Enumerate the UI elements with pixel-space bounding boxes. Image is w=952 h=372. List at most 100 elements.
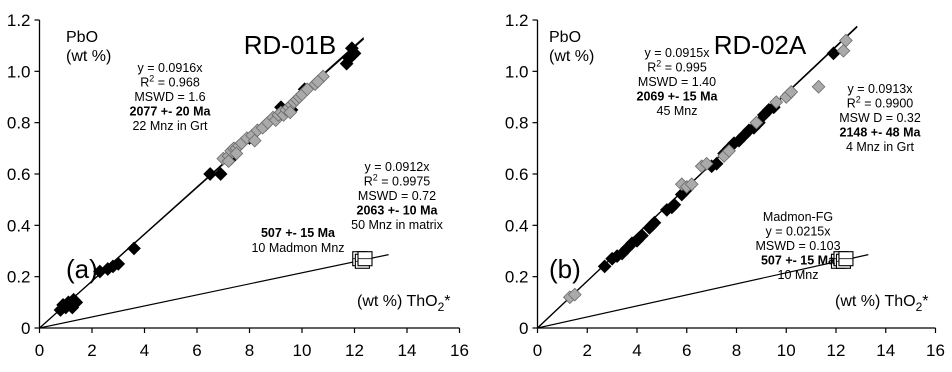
annotation-line: R2 = 0.9900 (847, 95, 914, 111)
y-tick-label: 1.2 (7, 11, 31, 30)
series-open-square (830, 251, 854, 269)
annotation-line: 507 +- 15 Ma (261, 226, 336, 240)
annotation-line: y = 0.0916x (138, 61, 204, 75)
annotation-line: 2063 +- 10 Ma (357, 204, 439, 218)
annotation-line: 2077 +- 20 Ma (130, 105, 212, 119)
data-point-gray-diamond (811, 79, 826, 94)
data-point-black-diamond (127, 241, 141, 256)
data-point-black-diamond (203, 167, 217, 181)
annotation-line: 22 Mnz in Grt (132, 119, 208, 133)
data-point-gray-diamond (784, 85, 799, 99)
annotation-line: MSWD = 0.72 (358, 189, 436, 203)
annotation-line: y = 0.0215x (766, 225, 832, 239)
x-tick-label: 12 (345, 341, 364, 360)
y-tick-label: 0.6 (7, 165, 31, 184)
x-tick-label: 16 (926, 341, 945, 360)
annotation-line: MSW D = 0.32 (839, 111, 921, 125)
y-tick-label: 0.8 (7, 114, 31, 133)
data-point-black-diamond (213, 167, 228, 181)
panel-label: (b) (549, 254, 581, 284)
annotation-line: y = 0.0915x (645, 46, 711, 60)
y-tick-label: 0.4 (505, 216, 529, 235)
y-axis-label: PbO (66, 29, 98, 46)
annotation-line: 2069 +- 15 Ma (637, 90, 719, 104)
annotation-line: 10 Mnz (778, 268, 819, 282)
data-point-black-diamond (111, 256, 126, 271)
x-tick-label: 8 (732, 341, 741, 360)
y-axis-unit: (wt %) (66, 48, 111, 65)
data-point-gray-diamond (839, 33, 853, 48)
y-tick-label: 0.2 (505, 268, 529, 287)
x-tick-label: 6 (682, 341, 691, 360)
x-tick-label: 4 (632, 341, 641, 360)
y-tick-label: 0.4 (7, 216, 31, 235)
annotation-line: 10 Madmon Mnz (251, 241, 344, 255)
x-tick-label: 6 (192, 341, 201, 360)
data-point-gray-diamond (567, 287, 582, 302)
regression-line (537, 254, 869, 328)
series-gray-diamond (562, 33, 853, 305)
data-point-black-diamond (667, 197, 682, 212)
x-tick-label: 0 (35, 341, 44, 360)
panel-label: (a) (66, 254, 98, 284)
panel-b: 0 2 4 6 8 10 12 14 16 0 0.2 0.4 0.6 0.8 1.0 1.2 RD-02A (b… (505, 11, 945, 360)
series-gray-diamond (216, 69, 330, 169)
x-tick-label: 0 (533, 341, 542, 360)
x-tick-label: 16 (450, 341, 469, 360)
x-tick-label: 2 (583, 341, 592, 360)
annotation-line: R2 = 0.968 (140, 74, 200, 90)
x-tick-label: 14 (398, 341, 417, 360)
x-tick-label: 2 (87, 341, 96, 360)
y-tick-label: 0.8 (505, 114, 529, 133)
data-point-gray-diamond (769, 95, 784, 109)
y-tick-label: 0 (21, 319, 30, 338)
data-point-black-diamond (345, 41, 359, 56)
annotation-line: 4 Mnz in Grt (846, 140, 915, 154)
data-point-gray-diamond (699, 156, 714, 171)
x-tick-label: 10 (777, 341, 796, 360)
data-point-gray-diamond (247, 133, 262, 148)
annotation-line: 50 Mnz in matrix (351, 218, 443, 232)
series-black-diamond (597, 46, 841, 274)
data-point-gray-diamond (283, 105, 298, 120)
x-axis-label: (wt %) ThO2* (357, 293, 451, 314)
data-point-black-diamond (597, 259, 612, 274)
x-tick-label: 12 (827, 341, 846, 360)
annotation-line: y = 0.0913x (848, 82, 914, 96)
data-point-black-diamond (65, 300, 80, 315)
y-tick-label: 0.6 (505, 165, 529, 184)
annotation-line: y = 0.0912x (365, 160, 431, 174)
data-point-black-diamond (635, 228, 649, 243)
data-point-black-diamond (709, 156, 724, 171)
chart-title: RD-01B (244, 30, 336, 60)
y-tick-label: 0 (519, 319, 528, 338)
chart-title: RD-02A (714, 30, 807, 60)
annotation-line: 507 +- 15 Ma (761, 254, 836, 268)
x-tick-label: 10 (293, 341, 312, 360)
x-axis-label: (wt %) ThO2* (835, 293, 929, 314)
data-point-gray-diamond (229, 146, 244, 161)
annotation-line: R2 = 0.9975 (364, 173, 431, 189)
y-axis-unit: (wt %) (549, 48, 594, 65)
x-tick-label: 14 (876, 341, 895, 360)
data-point-gray-diamond (310, 74, 325, 89)
annotation-line: Madmon-FG (763, 210, 833, 224)
y-tick-label: 1.2 (505, 11, 529, 30)
regression-line (39, 254, 389, 328)
y-axis-label: PbO (549, 29, 581, 46)
data-point-gray-diamond (722, 144, 736, 158)
annotation-line: 2148 +- 48 Ma (840, 126, 922, 140)
x-tick-label: 8 (245, 341, 254, 360)
annotation-line: MSWD = 0.103 (755, 239, 840, 253)
panel-a: 0 2 4 6 8 10 12 14 16 0 0.2 0.4 0.6 0.8 1.0 1.2 RD-01B (a… (7, 11, 469, 360)
series-open-square (352, 251, 373, 269)
y-tick-label: 1.0 (505, 62, 529, 81)
data-point-gray-diamond (221, 154, 236, 169)
